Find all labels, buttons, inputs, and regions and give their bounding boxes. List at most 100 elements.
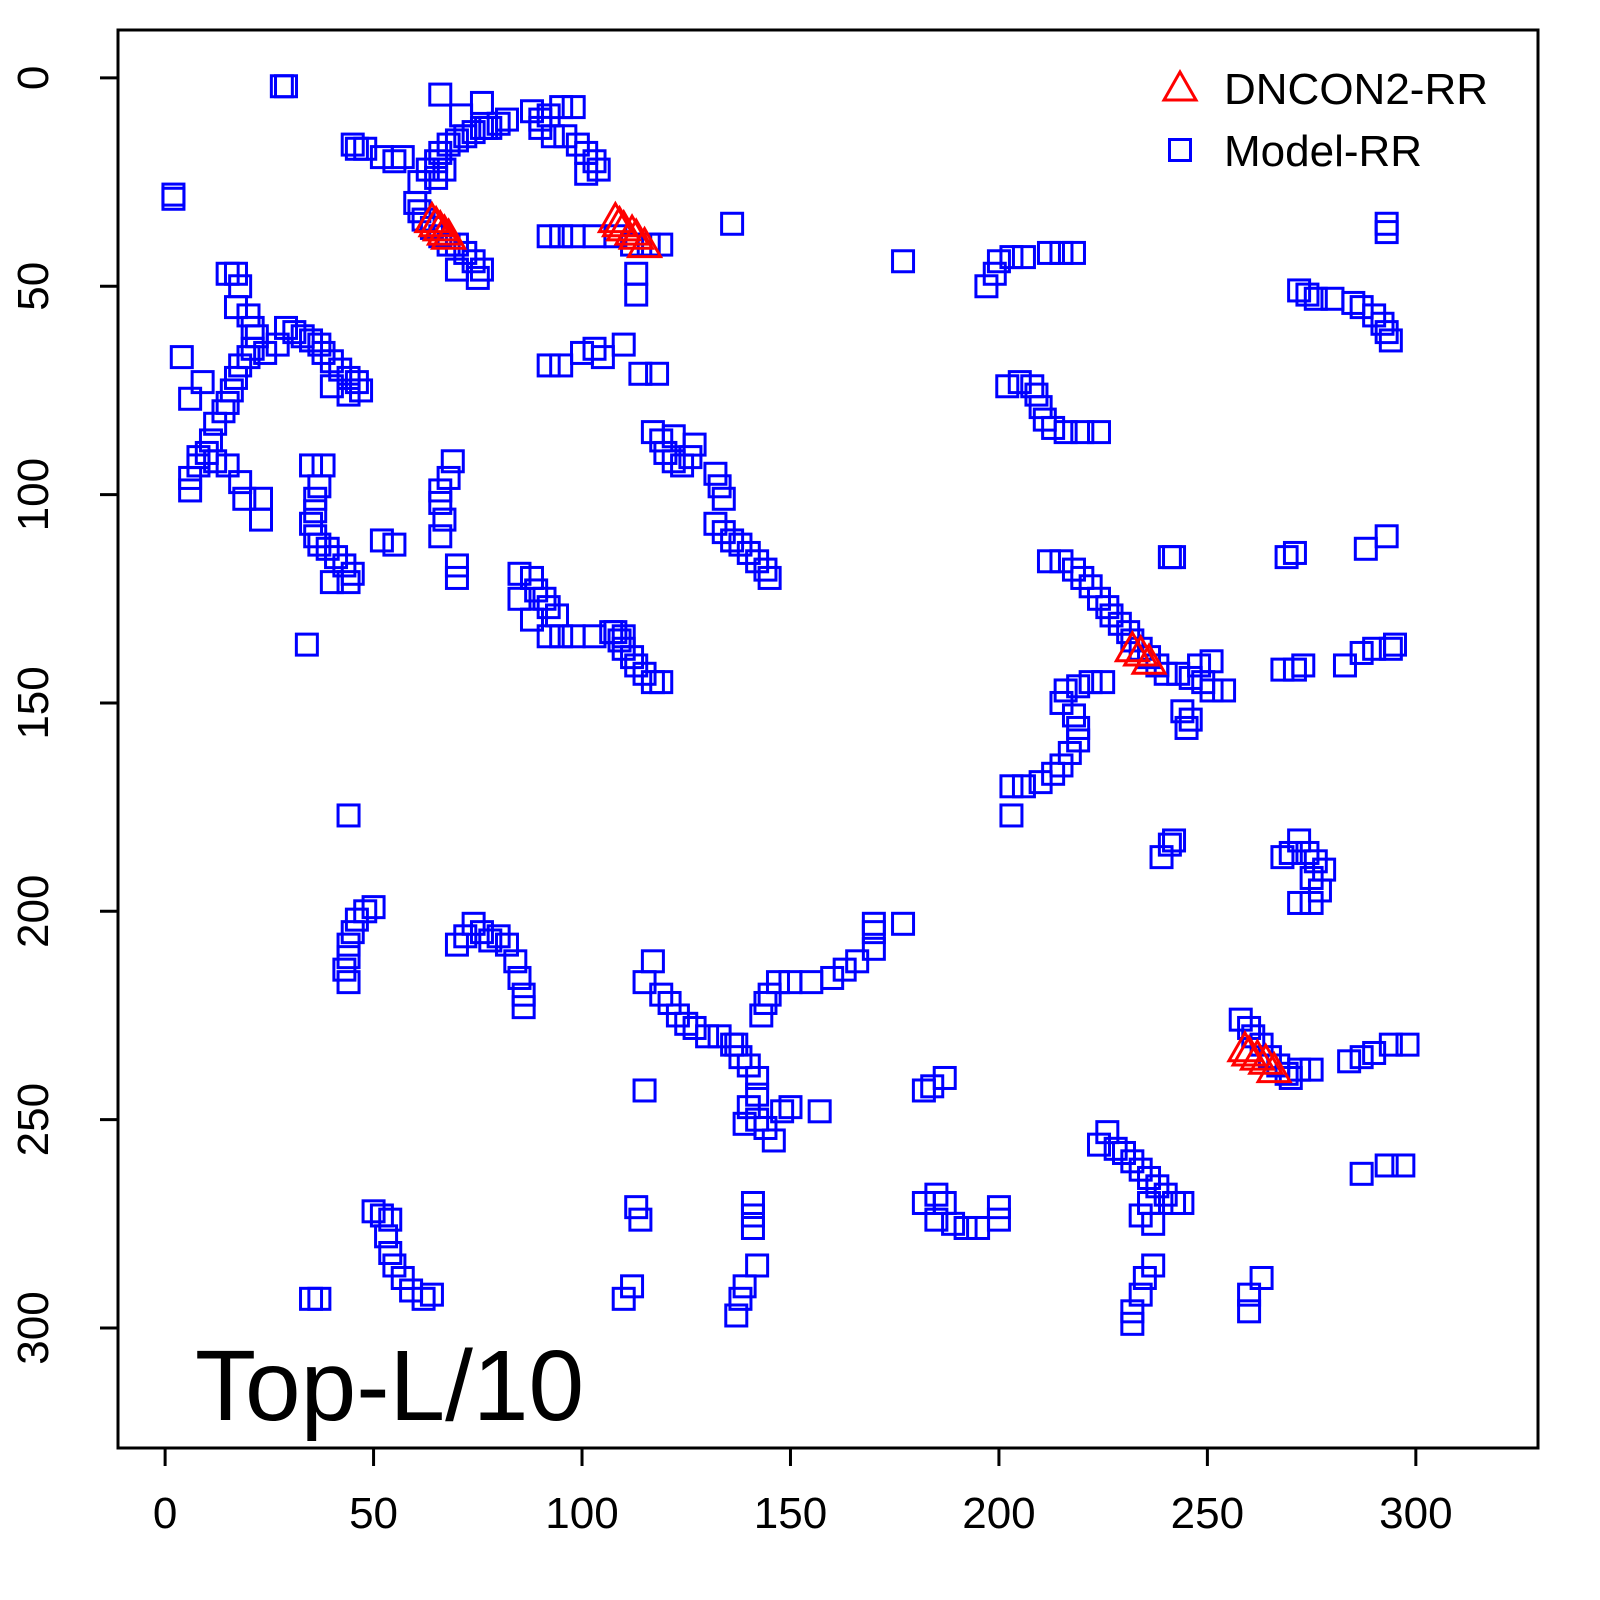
- square-point: [1295, 282, 1320, 307]
- square-point: [161, 186, 186, 211]
- square-point: [720, 211, 745, 236]
- square-point: [415, 157, 440, 182]
- square-point: [1066, 715, 1091, 740]
- square-point: [1053, 420, 1078, 445]
- triangle-point: [625, 225, 664, 259]
- square-point: [1332, 653, 1357, 678]
- square-point: [307, 1286, 332, 1311]
- square-point: [707, 1024, 732, 1049]
- square-point: [682, 1015, 707, 1040]
- triangle-point: [617, 217, 655, 250]
- square-point: [486, 924, 511, 949]
- square-point: [349, 378, 374, 403]
- square-point: [924, 1182, 949, 1207]
- square-point: [1162, 828, 1187, 853]
- square-point: [678, 445, 703, 470]
- square-point: [307, 532, 332, 557]
- square-point: [757, 982, 782, 1007]
- square-point: [474, 115, 499, 140]
- square-point: [444, 257, 469, 282]
- square-point: [986, 1195, 1011, 1220]
- square-point: [274, 315, 299, 340]
- square-point: [574, 161, 599, 186]
- square-point: [469, 920, 494, 945]
- triangle-point: [430, 217, 468, 250]
- square-point: [1187, 653, 1212, 678]
- square-point: [253, 340, 278, 365]
- square-point: [861, 936, 886, 961]
- x-tick-label: 250: [1171, 1489, 1244, 1538]
- square-point: [319, 570, 344, 595]
- square-point: [507, 561, 532, 586]
- square-point: [536, 595, 561, 620]
- square-point: [444, 128, 469, 153]
- square-point: [453, 240, 478, 265]
- square-point: [1378, 328, 1403, 353]
- square-point: [461, 120, 486, 145]
- square-point: [778, 1095, 803, 1120]
- square-point: [665, 1003, 690, 1028]
- y-tick-label: 150: [9, 666, 58, 739]
- square-point: [720, 528, 745, 553]
- square-point: [344, 907, 369, 932]
- square-point: [1128, 1203, 1153, 1228]
- square-point: [519, 99, 544, 124]
- square-point: [215, 390, 240, 415]
- square-point: [361, 895, 386, 920]
- triangle-point: [1247, 1042, 1285, 1075]
- square-point: [340, 920, 365, 945]
- square-point: [378, 1207, 403, 1232]
- square-point: [1149, 845, 1174, 870]
- square-point: [223, 365, 248, 390]
- square-point: [649, 428, 674, 453]
- square-point: [1349, 640, 1374, 665]
- square-point: [982, 261, 1007, 286]
- square-point: [319, 374, 344, 399]
- square-point: [611, 332, 636, 357]
- square-point: [611, 1286, 636, 1311]
- square-point: [344, 370, 369, 395]
- square-point: [724, 1303, 749, 1328]
- square-point: [1362, 1040, 1387, 1065]
- square-point: [740, 1190, 765, 1215]
- square-point: [1049, 549, 1074, 574]
- legend-label: DNCON2-RR: [1224, 65, 1488, 114]
- square-point: [1162, 545, 1187, 570]
- square-point: [228, 353, 253, 378]
- square-point: [307, 332, 332, 357]
- square-point: [561, 624, 586, 649]
- square-point: [1374, 220, 1399, 245]
- square-point: [1049, 240, 1074, 265]
- square-point: [728, 532, 753, 557]
- square-point: [311, 453, 336, 478]
- square-point: [590, 345, 615, 370]
- square-point: [632, 1078, 657, 1103]
- square-point: [469, 257, 494, 282]
- square-point: [549, 95, 574, 120]
- square-point: [1032, 407, 1057, 432]
- square-point: [1078, 574, 1103, 599]
- square-point: [1153, 1182, 1178, 1207]
- square-point: [861, 911, 886, 936]
- square-point: [1374, 320, 1399, 345]
- square-point: [1287, 828, 1312, 853]
- square-point: [507, 586, 532, 611]
- square-point: [1237, 1299, 1262, 1324]
- square-point: [770, 1099, 795, 1124]
- square-point: [461, 911, 486, 936]
- square-point: [941, 1211, 966, 1236]
- square-point: [178, 386, 203, 411]
- square-point: [1287, 278, 1312, 303]
- square-point: [1049, 690, 1074, 715]
- square-point: [1091, 670, 1116, 695]
- square-point: [1378, 1032, 1403, 1057]
- square-point: [740, 1203, 765, 1228]
- square-point: [1024, 382, 1049, 407]
- square-point: [1041, 415, 1066, 440]
- square-point: [1120, 1149, 1145, 1174]
- square-point: [1349, 1161, 1374, 1186]
- square-point: [778, 970, 803, 995]
- square-point: [299, 453, 324, 478]
- square-point: [1041, 761, 1066, 786]
- square-point: [361, 1199, 386, 1224]
